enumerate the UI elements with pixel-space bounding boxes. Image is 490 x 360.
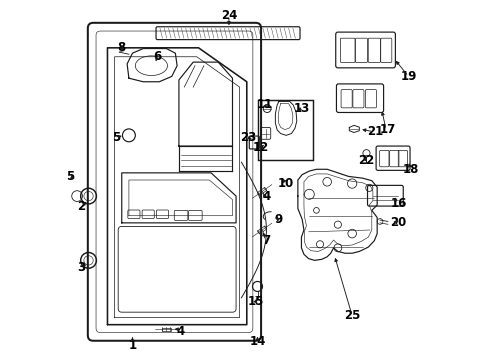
Text: 7: 7 — [262, 234, 270, 247]
Text: 12: 12 — [253, 141, 269, 154]
Text: 4: 4 — [262, 190, 270, 203]
Text: 5: 5 — [66, 170, 74, 183]
Text: 24: 24 — [220, 9, 237, 22]
Text: 25: 25 — [344, 309, 360, 322]
Text: 16: 16 — [391, 197, 407, 210]
Text: 5: 5 — [112, 131, 121, 144]
Text: 19: 19 — [401, 70, 417, 83]
Bar — [258, 100, 313, 160]
Text: 4: 4 — [176, 325, 185, 338]
Text: 17: 17 — [380, 123, 396, 136]
Text: 3: 3 — [77, 261, 85, 274]
Text: 15: 15 — [247, 295, 264, 308]
Text: 21: 21 — [368, 125, 384, 138]
Text: 1: 1 — [128, 338, 137, 351]
Text: 23: 23 — [241, 131, 257, 144]
Text: 10: 10 — [278, 177, 294, 190]
Text: 8: 8 — [118, 41, 126, 54]
Text: 13: 13 — [294, 102, 310, 115]
Text: 20: 20 — [391, 216, 407, 229]
Text: 18: 18 — [403, 163, 419, 176]
Text: 22: 22 — [358, 154, 374, 167]
Text: 11: 11 — [257, 99, 273, 112]
Text: 14: 14 — [249, 335, 266, 348]
Text: 6: 6 — [153, 50, 162, 63]
Text: 9: 9 — [275, 213, 283, 226]
Text: 2: 2 — [77, 200, 85, 213]
